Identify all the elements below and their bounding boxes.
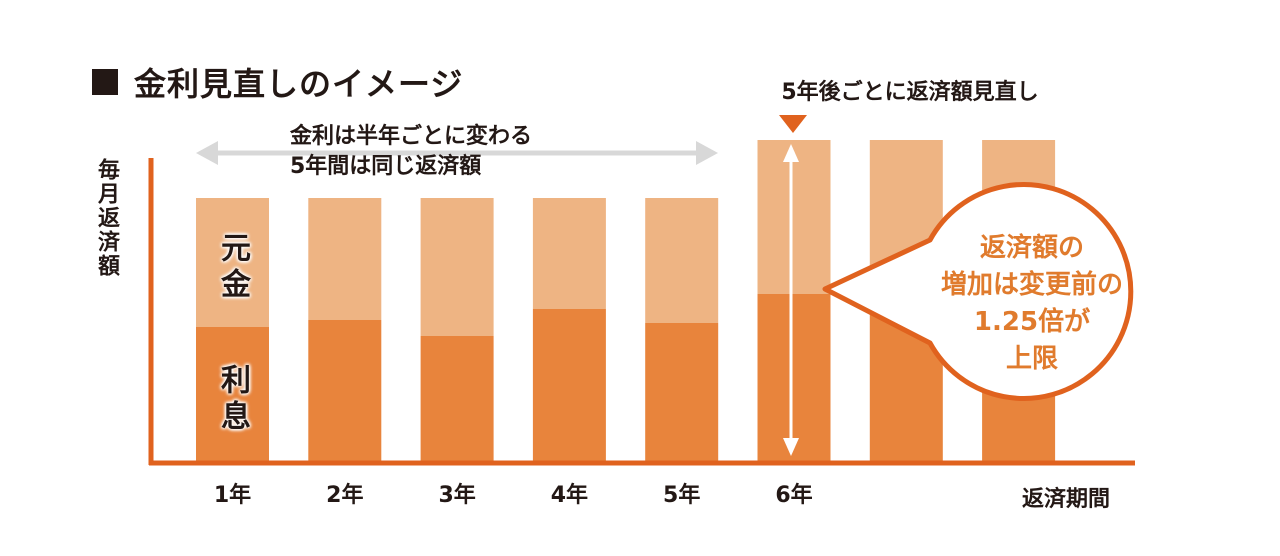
- x-tick-label-5: 5年: [663, 482, 700, 508]
- principal-bar-6: [757, 140, 831, 294]
- bubble-line-2: 増加は変更前の: [940, 270, 1123, 300]
- x-tick-label-2: 2年: [326, 482, 363, 508]
- principal-bar-4: [532, 198, 606, 309]
- y-axis-label: 毎月返済額: [94, 158, 119, 278]
- title-square-icon: [92, 69, 118, 95]
- bubble-line-4: 上限: [1005, 344, 1058, 374]
- interest-bar-4: [532, 309, 606, 461]
- principal-bar-5: [645, 198, 719, 323]
- fixed-period-line-1: 金利は半年ごとに変わる: [290, 124, 533, 149]
- x-tick-label-4: 4年: [551, 482, 588, 508]
- interest-bar-5: [645, 323, 719, 461]
- fixed-period-arrow: [196, 141, 718, 165]
- speech-bubble: [822, 182, 1134, 401]
- x-tick-label-6: 6年: [775, 482, 812, 508]
- review-annotation: 5年後ごとに返済額見直し: [781, 80, 1039, 105]
- legend-interest-label: 利息: [215, 364, 250, 436]
- review-marker-icon: [779, 115, 807, 133]
- principal-bar-2: [308, 198, 382, 320]
- legend-principal-label: 元金: [215, 232, 250, 304]
- principal-bar-3: [420, 198, 494, 336]
- increase-arrow: [783, 144, 799, 456]
- fixed-period-line-2: 5年間は同じ返済額: [290, 154, 482, 179]
- x-tick-labels: 1年 2年 3年 4年 5年 6年: [214, 482, 813, 508]
- x-axis-label: 返済期間: [1022, 487, 1111, 512]
- bubble-line-1: 返済額の: [979, 233, 1084, 263]
- title-text: 金利見直しのイメージ: [134, 65, 464, 103]
- bubble-line-3: 1.25倍が: [973, 307, 1091, 337]
- chart-title: 金利見直しのイメージ: [92, 62, 464, 103]
- interest-bar-2: [308, 320, 382, 461]
- fixed-period-annotation: 金利は半年ごとに変わる 5年間は同じ返済額: [290, 122, 610, 182]
- x-tick-label-1: 1年: [214, 482, 251, 508]
- interest-bar-3: [420, 336, 494, 461]
- interest-bar-6: [757, 294, 831, 461]
- bubble-annotation: 返済額の 増加は変更前の 1.25倍が 上限: [917, 230, 1147, 378]
- principal-bar-1: [196, 198, 269, 327]
- interest-bar-1: [196, 327, 269, 461]
- x-tick-label-3: 3年: [438, 482, 475, 508]
